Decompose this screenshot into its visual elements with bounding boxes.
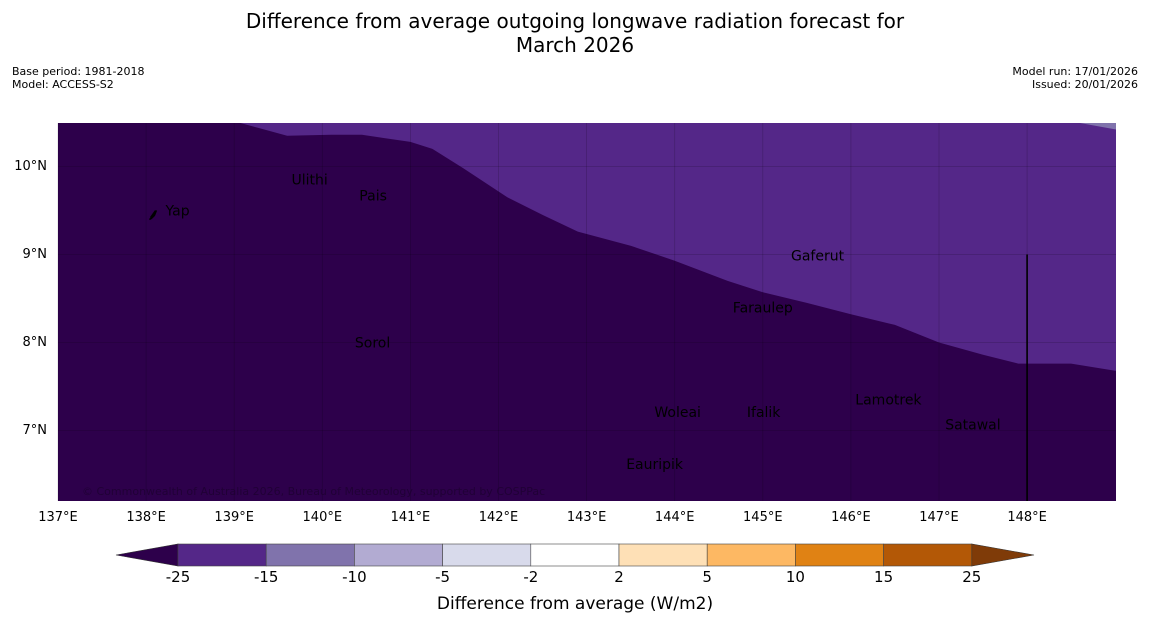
lon-tick-label: 140°E: [302, 510, 343, 525]
gridlines: [57, 123, 1116, 501]
place-label-eauripik: Eauripik: [626, 457, 684, 473]
colorbar-tick-label: 2: [614, 568, 624, 586]
place-label-gaferut: Gaferut: [791, 248, 845, 264]
lon-tick-label: 139°E: [214, 510, 254, 525]
copyright-notice: © Commonwealth of Australia 2026, Bureau…: [82, 485, 545, 498]
region-minus15-to-minus10: [1080, 123, 1116, 130]
colorbar-tick-label: -25: [165, 568, 191, 586]
place-label-faraulep: Faraulep: [733, 300, 793, 316]
place-label-woleai: Woleai: [654, 405, 701, 421]
colorbar-tick-label: 5: [702, 568, 712, 586]
yap-island-icon: [149, 210, 158, 221]
place-label-ifalik: Ifalik: [747, 405, 781, 421]
lon-tick-label: 143°E: [566, 510, 607, 525]
lon-tick-label: 137°E: [38, 510, 78, 525]
lon-tick-label: 144°E: [654, 510, 695, 525]
colorbar-under-arrow: [115, 543, 179, 567]
title-line-1: Difference from average outgoing longwav…: [245, 9, 905, 33]
colorbar-tick-label: 10: [785, 568, 805, 586]
colorbar-tick-label: 15: [874, 568, 894, 586]
place-label-lamotrek: Lamotrek: [855, 393, 922, 409]
title-line-2: March 2026: [515, 33, 635, 57]
lon-tick-label: 145°E: [743, 510, 783, 525]
colorbar-segment: [530, 543, 620, 567]
base-period: Base period: 1981-2018: [12, 65, 145, 78]
lon-tick-label: 142°E: [478, 510, 519, 525]
colorbar-segment: [795, 543, 884, 567]
colorbar-segment: [618, 543, 708, 567]
metadata-left: Base period: 1981-2018 Model: ACCESS-S2: [12, 65, 144, 91]
colorbar-label: Difference from average (W/m2): [436, 594, 714, 614]
colorbar: [115, 543, 1035, 567]
place-labels: Yap Ulithi Pais Gaferut Faraulep Sorol Lamotre…: [165, 173, 1001, 473]
colorbar-tick-label: 25: [962, 568, 982, 586]
colorbar-segment: [883, 543, 973, 567]
place-label-yap: Yap: [165, 204, 190, 220]
colorbar-segments: [177, 543, 973, 567]
place-label-satawal: Satawal: [945, 417, 1000, 433]
lat-tick-label: 7°N: [22, 422, 48, 438]
colorbar-tick-label: -10: [342, 568, 367, 586]
lat-tick-label: 8°N: [22, 334, 48, 350]
issued-date: Issued: 20/01/2026: [1031, 78, 1138, 91]
map-plot: Yap Ulithi Pais Gaferut Faraulep Sorol Lamotre…: [57, 123, 1116, 501]
lon-tick-label: 147°E: [919, 510, 959, 525]
place-label-ulithi: Ulithi: [292, 173, 328, 189]
colorbar-segment: [442, 543, 532, 567]
lat-tick-label: 9°N: [22, 246, 48, 262]
colorbar-tick-label: -5: [435, 568, 451, 586]
colorbar-tick-label: -15: [253, 568, 279, 586]
metadata-right: Model run: 17/01/2026 Issued: 20/01/2026: [1012, 65, 1138, 91]
lon-tick-label: 148°E: [1007, 510, 1047, 525]
colorbar-segment: [177, 543, 267, 567]
model-name: Model: ACCESS-S2: [12, 78, 114, 91]
place-label-sorol: Sorol: [355, 336, 390, 352]
colorbar-tick-label: -2: [523, 568, 539, 586]
colorbar-segment: [354, 543, 443, 567]
lon-tick-label: 138°E: [126, 510, 166, 525]
lat-tick-label: 10°N: [14, 158, 47, 174]
colorbar-segment: [706, 543, 796, 567]
colorbar-over-arrow: [971, 543, 1035, 567]
region-minus25-to-minus15: [240, 123, 1116, 371]
model-run: Model run: 17/01/2026: [1012, 65, 1138, 78]
chart-title: Difference from average outgoing longwav…: [175, 9, 975, 57]
lon-tick-label: 141°E: [390, 510, 431, 525]
place-label-pais: Pais: [359, 189, 387, 205]
colorbar-segment: [265, 543, 355, 567]
lon-tick-label: 146°E: [831, 510, 871, 525]
